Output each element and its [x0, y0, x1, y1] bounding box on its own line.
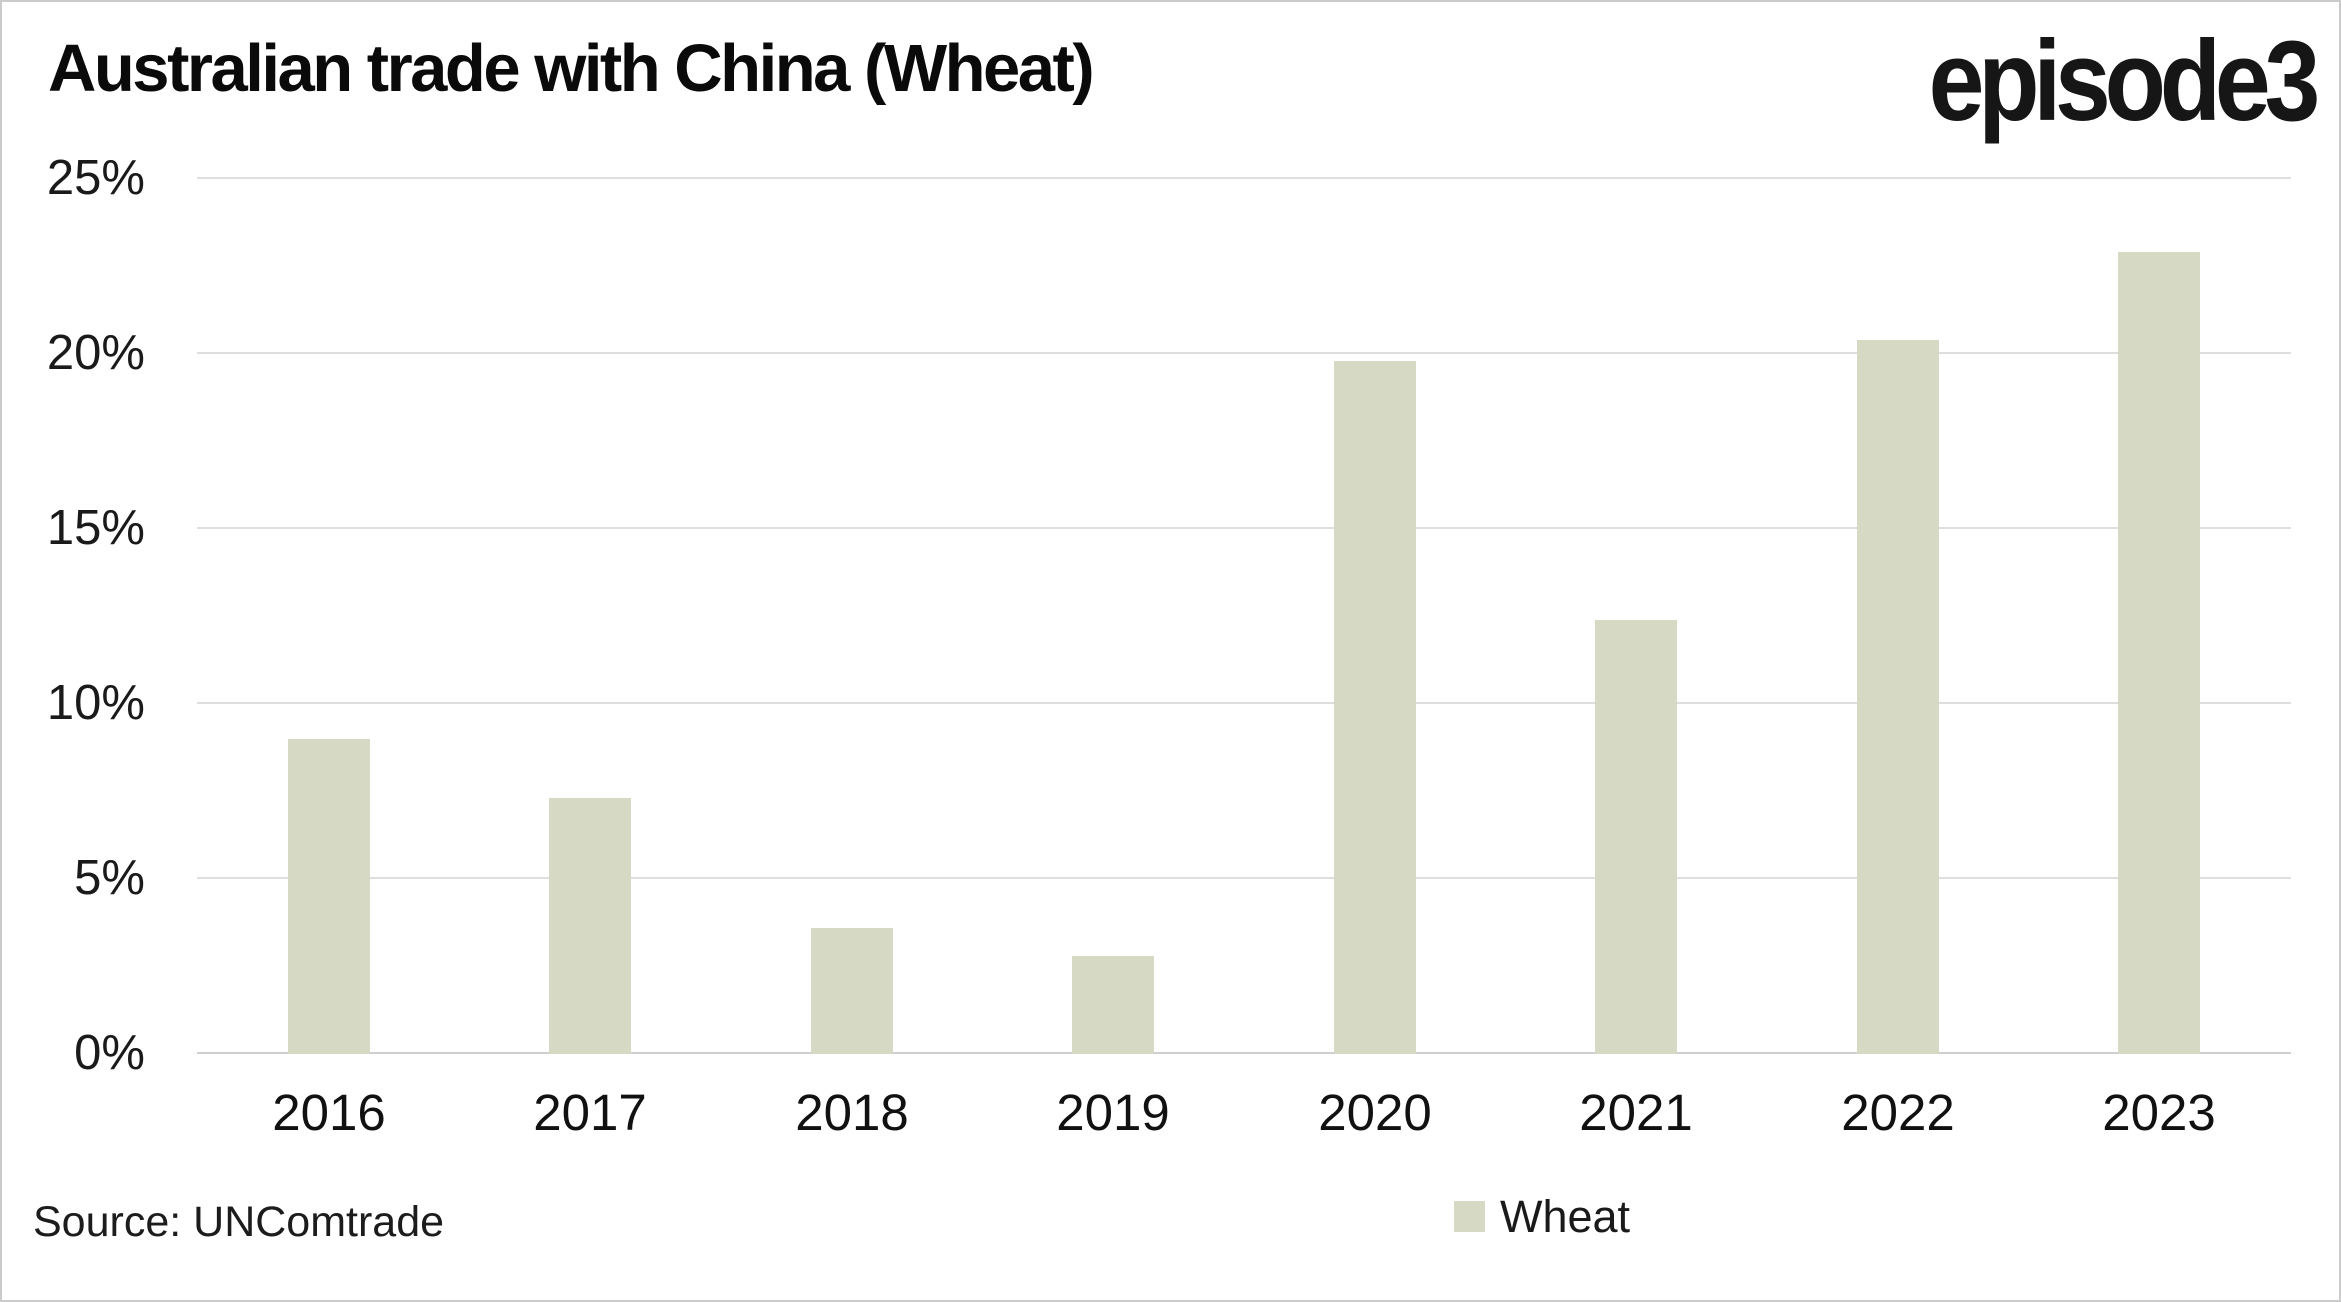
source-note: Source: UNComtrade [33, 1198, 445, 1246]
x-tick-label-2016: 2016 [272, 1084, 386, 1141]
x-tick-label-2017: 2017 [533, 1084, 647, 1141]
y-tick-label-0pct: 0% [74, 1026, 145, 1080]
bar-2019 [1072, 956, 1154, 1054]
y-tick-label-10pct: 10% [46, 676, 145, 730]
gridline-0pct [197, 1052, 2291, 1054]
bar-2018 [811, 928, 893, 1054]
bar-2016 [288, 739, 370, 1054]
gridline-20pct [197, 352, 2291, 354]
y-tick-label-5pct: 5% [74, 851, 145, 905]
legend-swatch-wheat [1454, 1201, 1485, 1232]
legend: Wheat [1454, 1194, 1630, 1239]
gridline-25pct [197, 177, 2291, 179]
x-tick-label-2018: 2018 [795, 1084, 909, 1141]
y-tick-label-25pct: 25% [46, 151, 145, 205]
gridline-5pct [197, 877, 2291, 879]
y-tick-label-15pct: 15% [46, 501, 145, 555]
y-tick-label-20pct: 20% [46, 326, 145, 380]
gridline-10pct [197, 702, 2291, 704]
x-tick-label-2020: 2020 [1318, 1084, 1432, 1141]
episode3-logo: episode3 [1928, 18, 2320, 145]
bar-2020 [1334, 361, 1416, 1054]
chart-title: Australian trade with China (Wheat) [48, 31, 1095, 106]
bar-2022 [1857, 340, 1939, 1054]
bar-2021 [1595, 620, 1677, 1054]
x-tick-label-2019: 2019 [1056, 1084, 1170, 1141]
x-tick-label-2022: 2022 [1841, 1084, 1955, 1141]
bar-2023 [2118, 252, 2200, 1054]
x-tick-label-2023: 2023 [2102, 1084, 2216, 1141]
x-tick-label-2021: 2021 [1579, 1084, 1693, 1141]
bar-2017 [549, 798, 631, 1054]
gridline-15pct [197, 527, 2291, 529]
legend-label-wheat: Wheat [1500, 1191, 1631, 1242]
